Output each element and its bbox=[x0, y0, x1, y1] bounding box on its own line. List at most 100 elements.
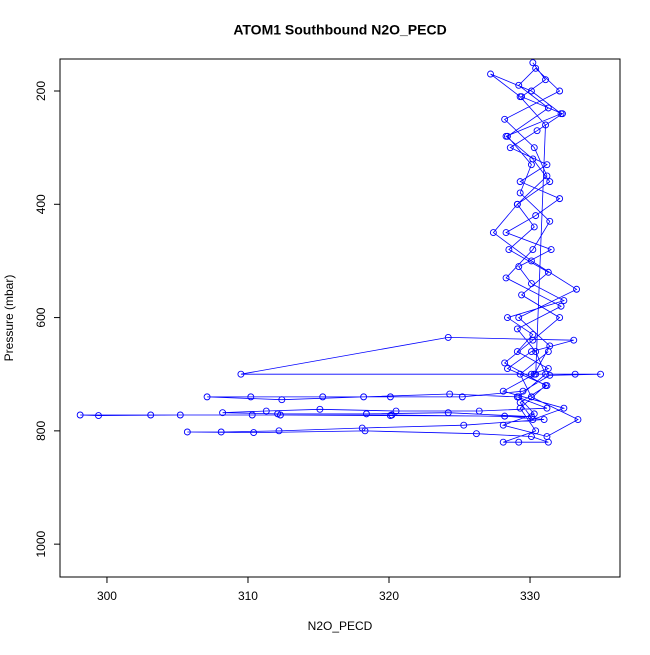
data-point bbox=[532, 427, 540, 435]
data-point bbox=[444, 409, 452, 417]
data-point bbox=[360, 393, 368, 401]
data-point bbox=[504, 365, 511, 373]
data-point bbox=[543, 382, 551, 389]
data-point bbox=[504, 314, 511, 322]
data-point bbox=[527, 370, 535, 378]
data-point bbox=[506, 144, 514, 152]
data-point bbox=[527, 161, 535, 169]
data-point bbox=[516, 178, 524, 186]
data-point bbox=[527, 393, 535, 401]
data-point bbox=[247, 393, 255, 401]
data-point bbox=[515, 438, 523, 446]
data-point bbox=[556, 87, 564, 95]
data-point bbox=[95, 412, 102, 420]
data-point bbox=[446, 390, 454, 398]
data-point bbox=[557, 302, 565, 310]
data-point bbox=[516, 93, 524, 101]
data-point bbox=[560, 297, 568, 305]
data-point bbox=[219, 409, 227, 417]
data-point bbox=[176, 411, 184, 419]
data-point bbox=[527, 348, 535, 356]
x-tick-label: 300 bbox=[97, 589, 117, 603]
chart-title: ATOM1 Southbound N2O_PECD bbox=[233, 22, 446, 38]
data-point bbox=[386, 412, 394, 420]
data-point bbox=[460, 421, 468, 429]
data-point bbox=[530, 144, 538, 152]
data-point bbox=[556, 195, 564, 203]
y-tick-label: 600 bbox=[34, 307, 48, 327]
data-point bbox=[516, 189, 524, 197]
data-point bbox=[544, 104, 552, 112]
data-point bbox=[275, 427, 283, 435]
data-point bbox=[527, 280, 535, 288]
data-point bbox=[386, 393, 394, 401]
data-point bbox=[529, 336, 537, 344]
data-point bbox=[458, 393, 466, 401]
data-point bbox=[527, 87, 535, 95]
x-tick-label: 320 bbox=[379, 589, 399, 603]
data-point bbox=[147, 411, 155, 419]
data-point bbox=[392, 407, 400, 415]
data-point bbox=[505, 246, 513, 254]
x-tick-label: 310 bbox=[238, 589, 258, 603]
data-point bbox=[544, 365, 552, 373]
data-point bbox=[362, 410, 370, 418]
data-point bbox=[530, 223, 538, 231]
data-point bbox=[543, 161, 551, 169]
data-point bbox=[571, 370, 579, 378]
data-point bbox=[557, 110, 565, 118]
data-point bbox=[529, 246, 537, 254]
data-point bbox=[499, 438, 507, 446]
data-point bbox=[276, 411, 284, 419]
data-point bbox=[250, 429, 258, 437]
x-tick-label: 330 bbox=[520, 589, 540, 603]
data-point bbox=[547, 246, 555, 254]
data-point bbox=[183, 428, 191, 436]
y-tick-label: 400 bbox=[34, 194, 48, 214]
data-point bbox=[533, 127, 541, 135]
data-point bbox=[504, 132, 511, 140]
data-point bbox=[543, 404, 551, 412]
data-point bbox=[513, 200, 521, 208]
data-point bbox=[361, 427, 369, 435]
data-point bbox=[502, 274, 510, 282]
data-point bbox=[519, 387, 527, 395]
data-point bbox=[532, 212, 540, 220]
data-point bbox=[544, 348, 552, 356]
data-point bbox=[518, 291, 526, 299]
data-point bbox=[529, 59, 537, 67]
data-point bbox=[546, 178, 554, 186]
data-point bbox=[262, 407, 270, 415]
data-point bbox=[532, 348, 540, 356]
data-point bbox=[501, 359, 509, 367]
data-point bbox=[499, 421, 507, 429]
data-point bbox=[532, 64, 540, 72]
data-point bbox=[513, 348, 521, 356]
data-point bbox=[527, 257, 535, 265]
data-point bbox=[515, 393, 523, 401]
data-point bbox=[573, 285, 581, 293]
y-tick-label: 1000 bbox=[34, 530, 48, 557]
data-point bbox=[203, 393, 211, 401]
y-tick-label: 800 bbox=[34, 421, 48, 441]
data-point bbox=[560, 404, 568, 412]
data-point bbox=[237, 370, 245, 378]
data-point bbox=[76, 411, 84, 419]
data-point bbox=[544, 268, 552, 276]
data-point bbox=[472, 430, 480, 438]
y-tick-label: 200 bbox=[34, 81, 48, 101]
data-point bbox=[540, 416, 548, 423]
data-point bbox=[546, 217, 554, 225]
data-line bbox=[80, 62, 601, 443]
data-point bbox=[487, 70, 494, 78]
x-axis-label: N2O_PECD bbox=[308, 619, 373, 633]
data-point bbox=[516, 370, 524, 378]
data-point bbox=[542, 76, 549, 84]
data-point bbox=[475, 407, 483, 415]
data-point bbox=[316, 405, 324, 413]
data-point bbox=[501, 115, 509, 123]
data-point bbox=[530, 370, 538, 378]
data-point bbox=[278, 396, 286, 404]
